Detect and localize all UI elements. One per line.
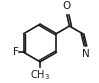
Text: F: F (13, 47, 19, 57)
Text: O: O (63, 1, 71, 12)
Text: N: N (82, 49, 89, 59)
Text: CH$_3$: CH$_3$ (30, 68, 50, 82)
